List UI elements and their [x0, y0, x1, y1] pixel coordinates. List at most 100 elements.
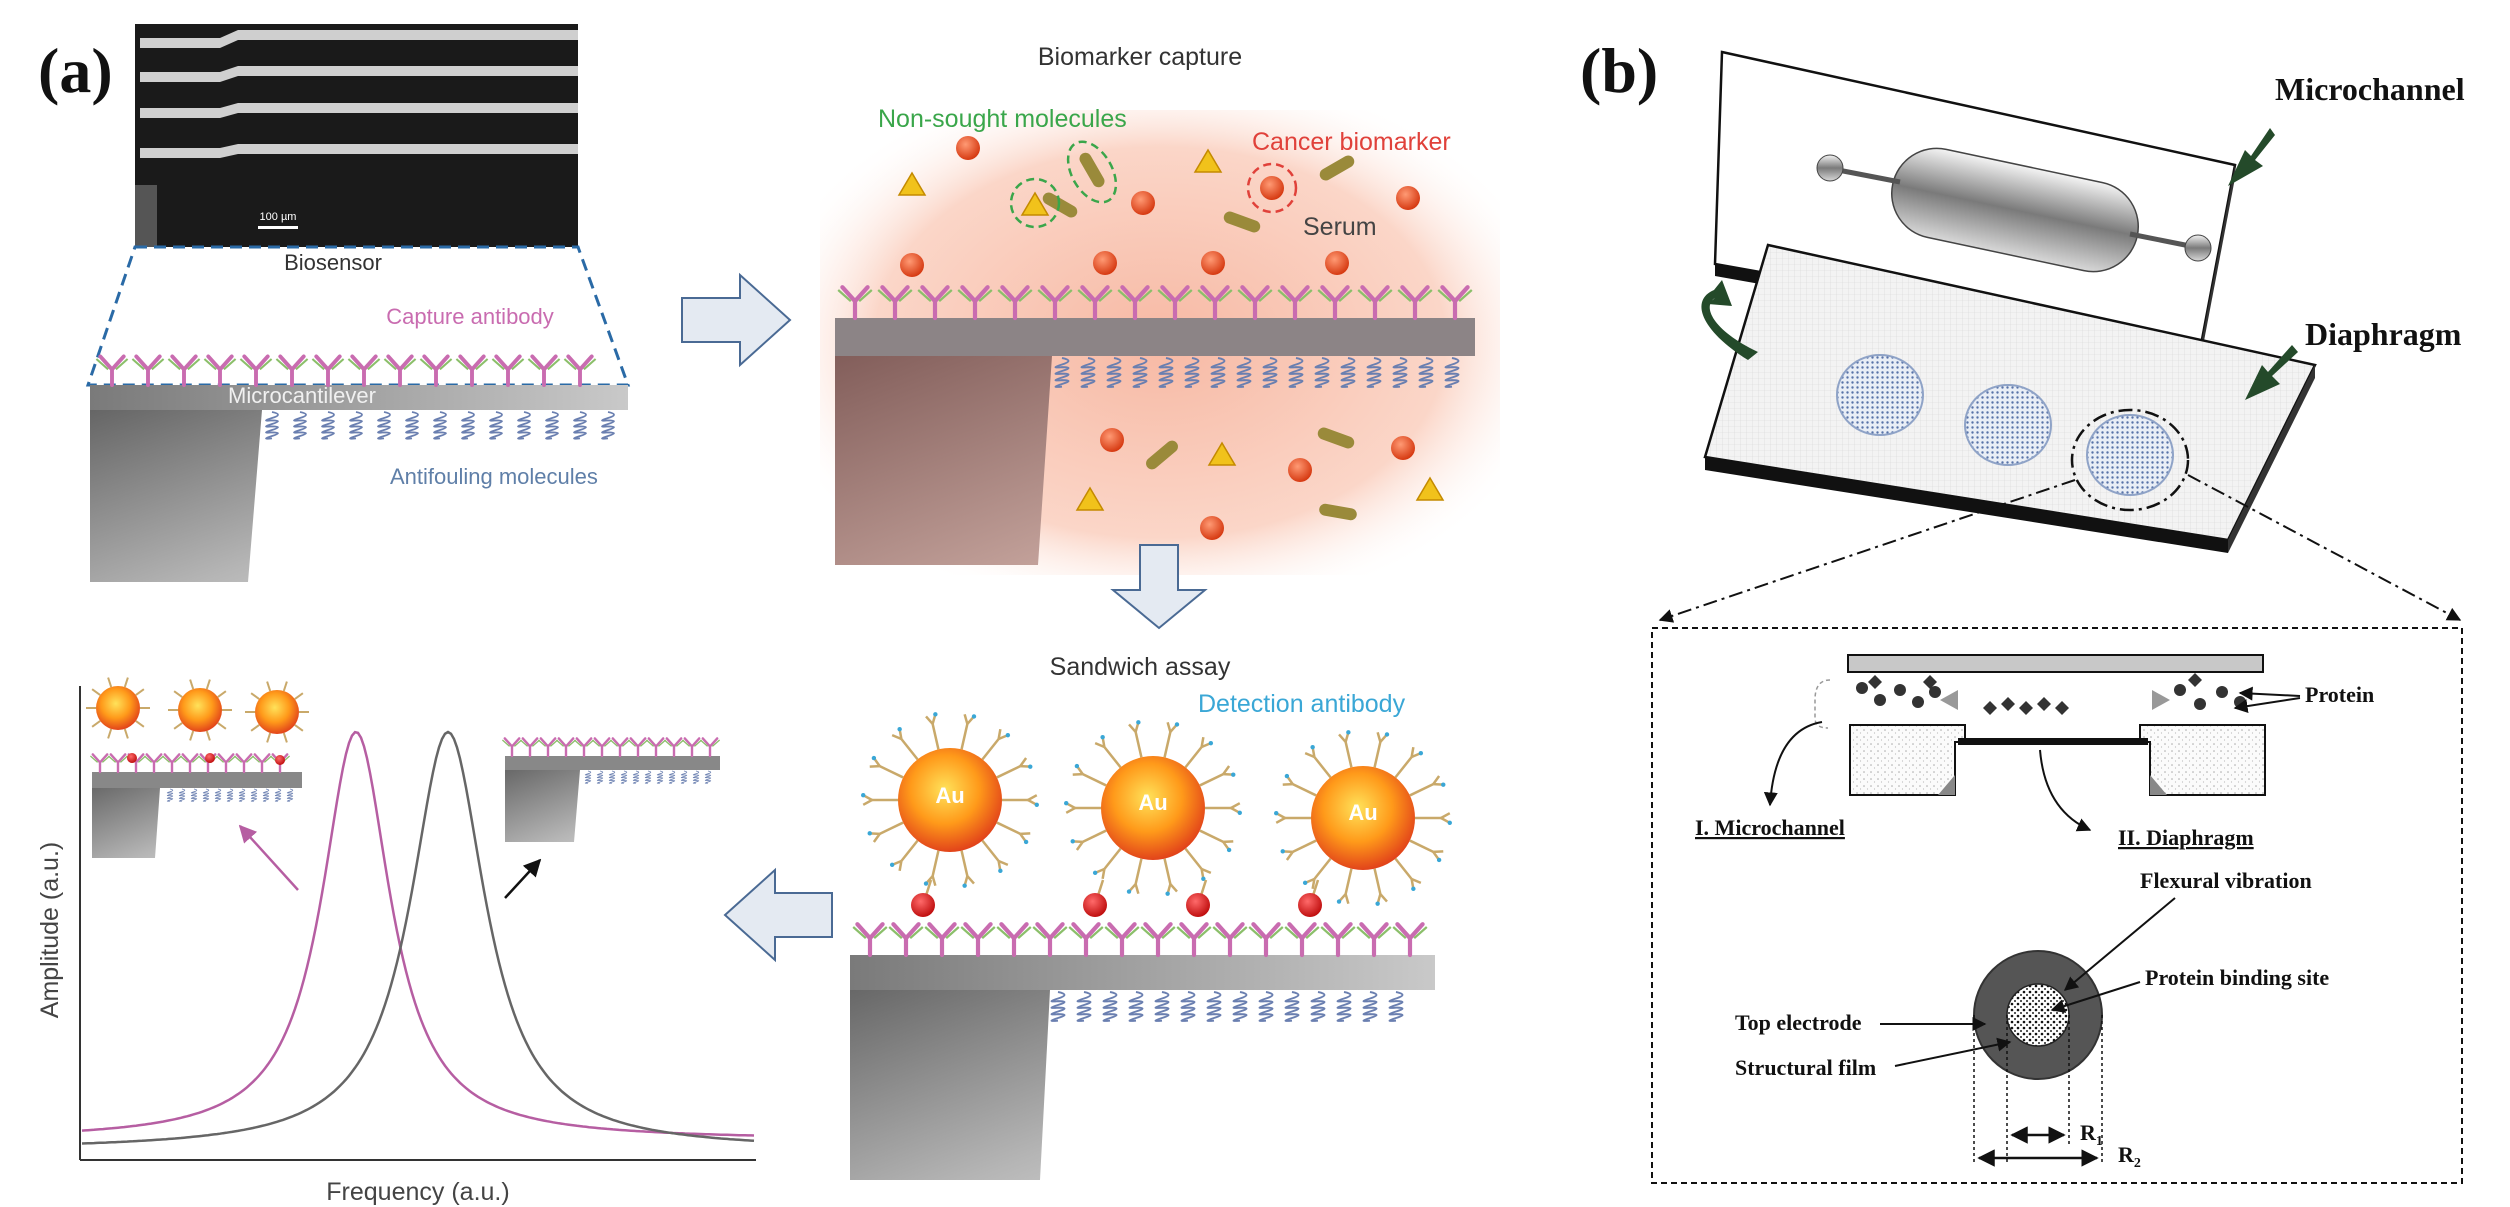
antibody-icon: [203, 354, 237, 387]
non-sought-label: Non-sought molecules: [878, 105, 1127, 133]
flexural-vibration-label: Flexural vibration: [2140, 868, 2312, 893]
capture-antibody-row-3: [852, 922, 1428, 958]
antibody-icon: [957, 285, 993, 321]
antifouling-icon: [1262, 357, 1278, 388]
zoom-line-right: [2187, 474, 2462, 621]
antibody-icon: [1197, 285, 1233, 321]
diaphragm-arrow-icon: [2245, 345, 2298, 400]
original-resonance-curve: [81, 730, 755, 1145]
antifouling-icon: [286, 788, 294, 802]
protein-particles: [1856, 673, 2246, 715]
resonance-plot: Amplitude (a.u.) Frequency (a.u.): [36, 677, 756, 1206]
antifouling-icon: [1418, 357, 1434, 388]
cancer-biomarker-icon: [1100, 428, 1124, 452]
microchannel-label: Microchannel: [2275, 71, 2465, 107]
antibody-icon: [997, 285, 1033, 321]
antifouling-icon: [262, 788, 270, 802]
antibody-icon: [960, 922, 996, 958]
cross-section: [1814, 654, 2266, 796]
antifouling-icon: [293, 411, 307, 440]
triangle-molecule-icon: [1415, 476, 1445, 501]
antifouling-icon: [1158, 357, 1174, 388]
zoom-line-left: [1658, 479, 2076, 623]
detail-box: [1651, 627, 2463, 1184]
diaphragm-label: Diaphragm: [2305, 316, 2462, 352]
rod-molecule-icon: [1079, 152, 1105, 188]
antibody-icon: [852, 922, 888, 958]
protein-arrow-1: [2238, 686, 2301, 701]
antibody-icon: [1104, 922, 1140, 958]
antibody-icon: [347, 354, 381, 387]
antifouling-icon: [1210, 357, 1226, 388]
r1-label: R1: [2080, 1120, 2103, 1149]
antifouling-icon: [584, 770, 592, 784]
antifouling-icon: [265, 411, 279, 440]
antifouling-icon: [433, 411, 447, 440]
captured-biomarker-icon: [1083, 893, 1107, 917]
antifouling-icon: [1392, 357, 1408, 388]
rod-molecule-icon: [1317, 427, 1355, 449]
antibody-icon: [131, 354, 165, 387]
antifouling-icon: [1128, 991, 1144, 1022]
gold-nanoparticle-icon: [1101, 756, 1205, 860]
antibody-icon: [573, 737, 595, 758]
antibody-icon: [1277, 285, 1313, 321]
antifouling-icon: [1362, 991, 1378, 1022]
antibody-icon: [1356, 922, 1392, 958]
antifouling-icon: [238, 788, 246, 802]
arrow-down-icon: [1110, 544, 1208, 630]
antibody-icon: [239, 354, 273, 387]
cancer-biomarker-icon: [900, 253, 924, 277]
antifouling-icon: [668, 770, 676, 784]
cancer-biomarker-icon: [1260, 176, 1284, 200]
rod-molecule-icon: [1319, 503, 1357, 521]
antibody-icon: [888, 922, 924, 958]
antifouling-icon: [226, 788, 234, 802]
antifouling-icon: [461, 411, 475, 440]
antifouling-icon: [1050, 991, 1066, 1022]
gold-nanoparticle-icon: [1311, 766, 1415, 870]
antibody-icon: [501, 737, 523, 758]
antibody-icon: [1077, 285, 1113, 321]
captured-biomarker-icon: [911, 893, 935, 917]
antibody-icon: [627, 737, 649, 758]
x-axis-label: Frequency (a.u.): [326, 1178, 509, 1206]
antifouling-icon: [405, 411, 419, 440]
rod-molecule-icon: [1319, 155, 1355, 181]
triangle-molecule-icon: [1075, 486, 1105, 511]
sandwich-panel: [850, 712, 1452, 1180]
antifouling-icon: [1180, 991, 1196, 1022]
antibody-icon: [1357, 285, 1393, 321]
antifouling-icon: [214, 788, 222, 802]
flip-arrow-icon: [1701, 280, 1758, 360]
antifouling-label: Antifouling molecules: [390, 464, 598, 489]
antibody-icon: [555, 737, 577, 758]
shift-arrow-pink: [238, 824, 299, 891]
captured-biomarker-icon: [1186, 893, 1210, 917]
antifouling-icon: [545, 411, 559, 440]
antibody-icon: [455, 354, 489, 387]
antibody-icon: [609, 737, 631, 758]
antifouling-icon: [573, 411, 587, 440]
antibody-icon: [89, 753, 111, 774]
cancer-biomarker-icon: [1396, 186, 1420, 210]
antifouling-row: [265, 411, 615, 440]
microcantilever-label: Microcantilever: [228, 383, 376, 408]
antifouling-icon: [601, 411, 615, 440]
sem-image: 100 µm: [135, 24, 578, 247]
antibody-icon: [1212, 922, 1248, 958]
antifouling-icon: [1076, 991, 1092, 1022]
antifouling-icon: [644, 770, 652, 784]
antifouling-icon: [1366, 357, 1382, 388]
antifouling-icon: [1284, 991, 1300, 1022]
antibody-icon: [1317, 285, 1353, 321]
protein-label: Protein: [2305, 682, 2374, 707]
antibody-icon: [699, 737, 721, 758]
cancer-biomarker-icon: [1093, 251, 1117, 275]
antifouling-icon: [190, 788, 198, 802]
antifouling-row-2: [1054, 357, 1460, 388]
gold-nanoparticle-icon: [898, 748, 1002, 852]
triangle-molecule-icon: [1207, 441, 1237, 466]
antifouling-icon: [1336, 991, 1352, 1022]
